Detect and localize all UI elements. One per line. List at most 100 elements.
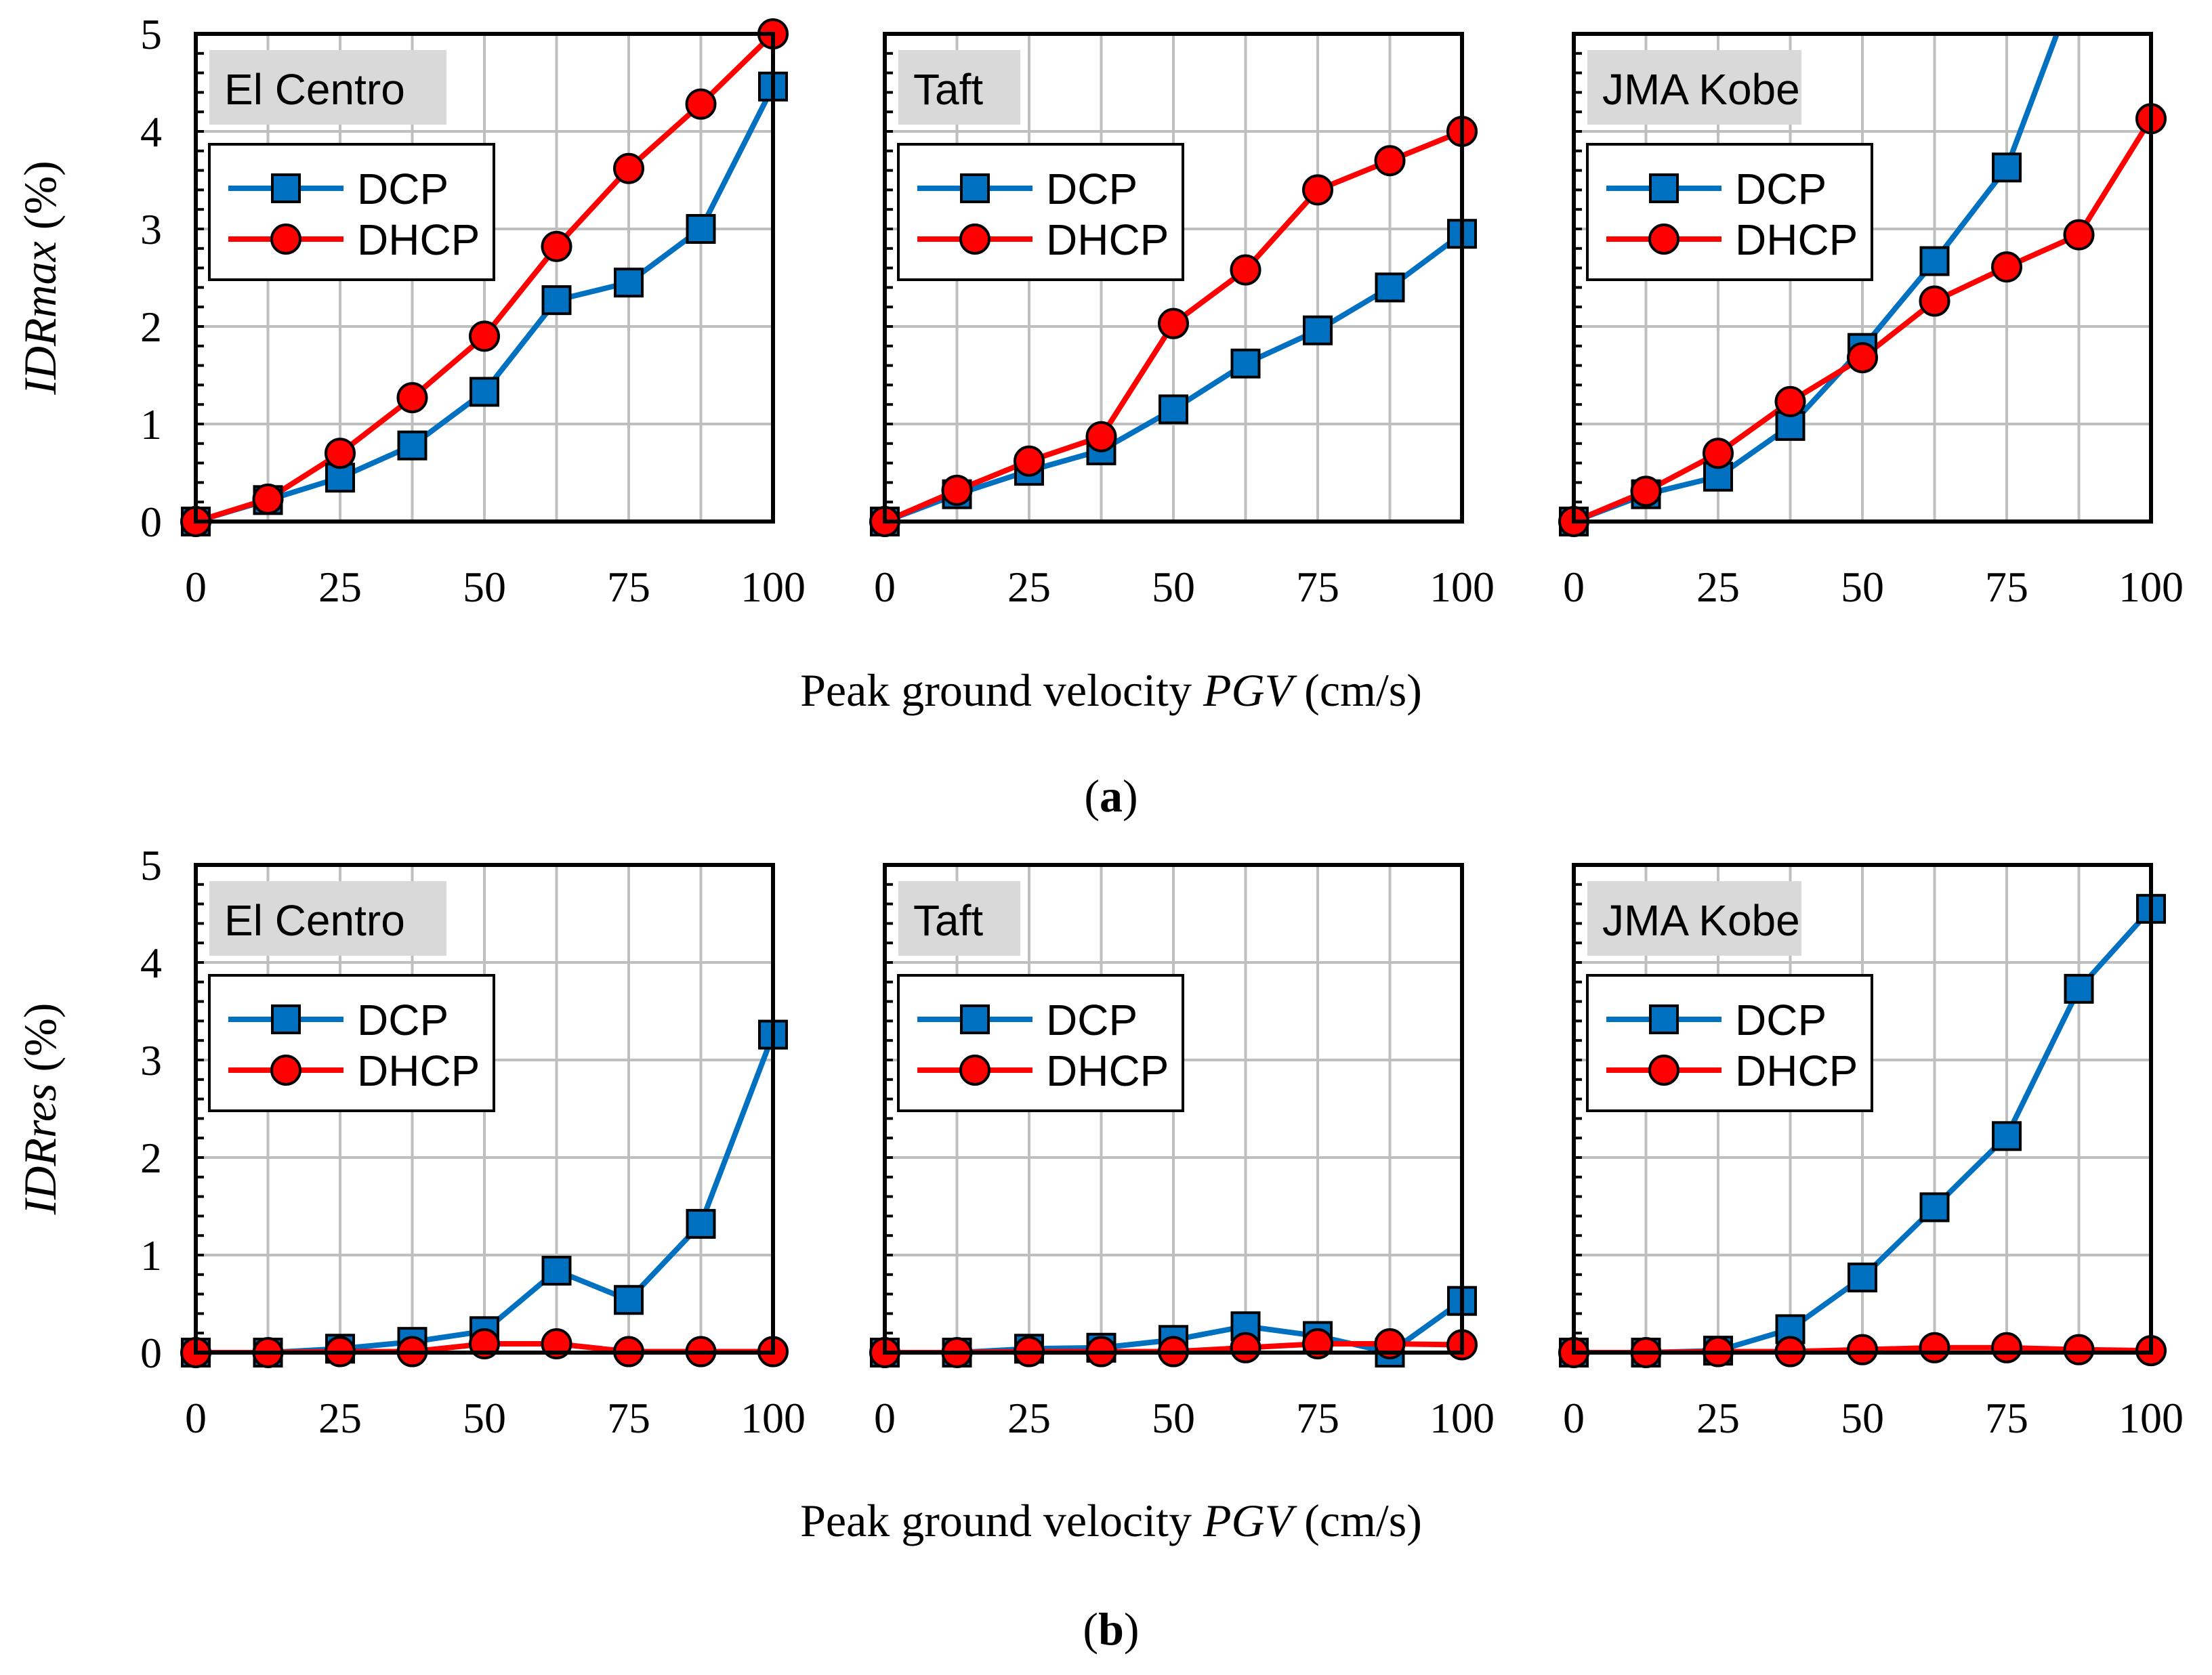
x-tick-label: 25 <box>318 563 362 611</box>
legend-box <box>208 974 495 1112</box>
chart-title: Taft <box>913 896 983 945</box>
chart-title: El Centro <box>224 65 405 114</box>
x-tick-label: 50 <box>1152 563 1195 611</box>
legend-marker-dcp <box>271 1004 301 1034</box>
x-tick-label: 0 <box>1563 563 1585 611</box>
x-tick-label: 100 <box>1430 563 1495 611</box>
y-tick-label: 4 <box>140 108 162 156</box>
legend-label-dhcp: DHCP <box>1735 1046 1858 1095</box>
y-axis-title-a: IDRmax (%) <box>14 161 66 396</box>
marker-dhcp <box>2063 219 2095 251</box>
marker-dcp <box>541 1256 572 1286</box>
marker-dhcp <box>396 382 428 414</box>
x-tick-label: 50 <box>463 1394 506 1442</box>
x-tick-label: 25 <box>1696 1394 1740 1442</box>
marker-dhcp <box>325 438 356 469</box>
y-tick-label: 3 <box>140 1036 162 1084</box>
x-tick-label: 100 <box>1430 1394 1495 1442</box>
marker-dcp <box>1992 1121 2022 1151</box>
marker-dcp <box>1992 152 2022 183</box>
marker-dhcp <box>1014 445 1045 477</box>
y-axis-title-b-unit: (%) <box>14 1003 66 1084</box>
x-tick-label: 75 <box>1296 1394 1339 1442</box>
legend-marker-dcp <box>271 173 301 203</box>
y-tick-label: 1 <box>140 1231 162 1279</box>
marker-dhcp <box>1630 475 1662 507</box>
legend-box <box>208 143 495 281</box>
x-tick-label: 100 <box>2119 563 2184 611</box>
marker-dcp <box>1375 272 1405 303</box>
x-tick-label: 50 <box>1152 1394 1195 1442</box>
x-tick-label: 25 <box>1007 563 1051 611</box>
x-tick-label: 75 <box>607 1394 650 1442</box>
legend-marker-dhcp <box>1648 1055 1679 1086</box>
marker-dcp <box>1848 1263 1877 1293</box>
y-tick-label: 0 <box>140 498 162 546</box>
legend-marker-dcp <box>960 1004 990 1034</box>
marker-dhcp <box>1374 145 1406 177</box>
marker-dcp <box>1919 1192 1950 1223</box>
y-tick-label: 5 <box>140 841 162 889</box>
marker-dcp <box>469 377 499 407</box>
x-tick-label: 50 <box>463 563 506 611</box>
marker-dcp <box>397 430 427 461</box>
plot-frame <box>883 32 1464 524</box>
legend-label-dcp: DCP <box>1046 165 1138 213</box>
x-tick-label: 25 <box>1007 1394 1051 1442</box>
legend-label-dhcp: DHCP <box>1735 215 1858 264</box>
marker-dhcp <box>1158 308 1189 339</box>
plot-frame <box>1572 32 2153 524</box>
legend-box <box>1586 143 1873 281</box>
y-tick-label: 2 <box>140 1134 162 1182</box>
y-tick-label: 5 <box>140 10 162 58</box>
x-tick-label: 0 <box>1563 1394 1585 1442</box>
chart-title: Taft <box>913 65 983 114</box>
marker-dhcp <box>1847 1334 1878 1365</box>
chart-title: El Centro <box>224 896 405 945</box>
marker-dhcp <box>1703 438 1734 469</box>
legend-marker-dhcp <box>959 1055 990 1086</box>
marker-dcp <box>1303 315 1333 345</box>
legend-label-dhcp: DHCP <box>1046 1046 1169 1095</box>
marker-dhcp <box>541 230 572 262</box>
legend-box <box>897 974 1184 1112</box>
chart-title-bg <box>1587 50 1801 125</box>
marker-dcp <box>614 268 644 298</box>
x-axis-title-a-text: Peak ground velocity <box>800 664 1203 716</box>
marker-dhcp <box>469 320 500 352</box>
legend-marker-dhcp <box>1648 224 1679 255</box>
legend-label-dcp: DCP <box>357 165 448 213</box>
y-axis-title-a-unit: (%) <box>14 161 66 241</box>
x-tick-label: 75 <box>1985 1394 2028 1442</box>
panel-label-b: (b) <box>1083 1603 1139 1655</box>
legend-label-dcp: DCP <box>1735 165 1827 213</box>
x-axis-title-b: Peak ground velocity PGV (cm/s) <box>800 1495 1422 1546</box>
y-axis-title-b-var: IDRres <box>14 1084 66 1216</box>
x-axis-title-a: Peak ground velocity PGV (cm/s) <box>800 664 1422 716</box>
marker-dhcp <box>1847 342 1878 374</box>
legend-label-dhcp: DHCP <box>357 215 480 264</box>
x-tick-label: 25 <box>1696 563 1740 611</box>
x-tick-label: 25 <box>318 1394 362 1442</box>
x-tick-label: 75 <box>1985 563 2028 611</box>
x-tick-label: 100 <box>740 1394 806 1442</box>
x-tick-label: 75 <box>1296 563 1339 611</box>
marker-dhcp <box>1919 1332 1950 1363</box>
marker-dhcp <box>1085 421 1117 452</box>
x-tick-label: 0 <box>185 563 207 611</box>
chart-title-bg <box>209 881 446 956</box>
panel-label-a-letter: a <box>1100 770 1123 822</box>
marker-dhcp <box>2063 1334 2095 1365</box>
x-tick-label: 75 <box>607 563 650 611</box>
legend-marker-dcp <box>960 173 990 203</box>
chart-title-bg <box>209 50 446 125</box>
legend-label-dhcp: DHCP <box>357 1046 480 1095</box>
x-tick-label: 100 <box>740 563 806 611</box>
marker-dhcp <box>1991 1332 2022 1363</box>
marker-dhcp <box>941 474 973 506</box>
y-tick-label: 2 <box>140 303 162 351</box>
